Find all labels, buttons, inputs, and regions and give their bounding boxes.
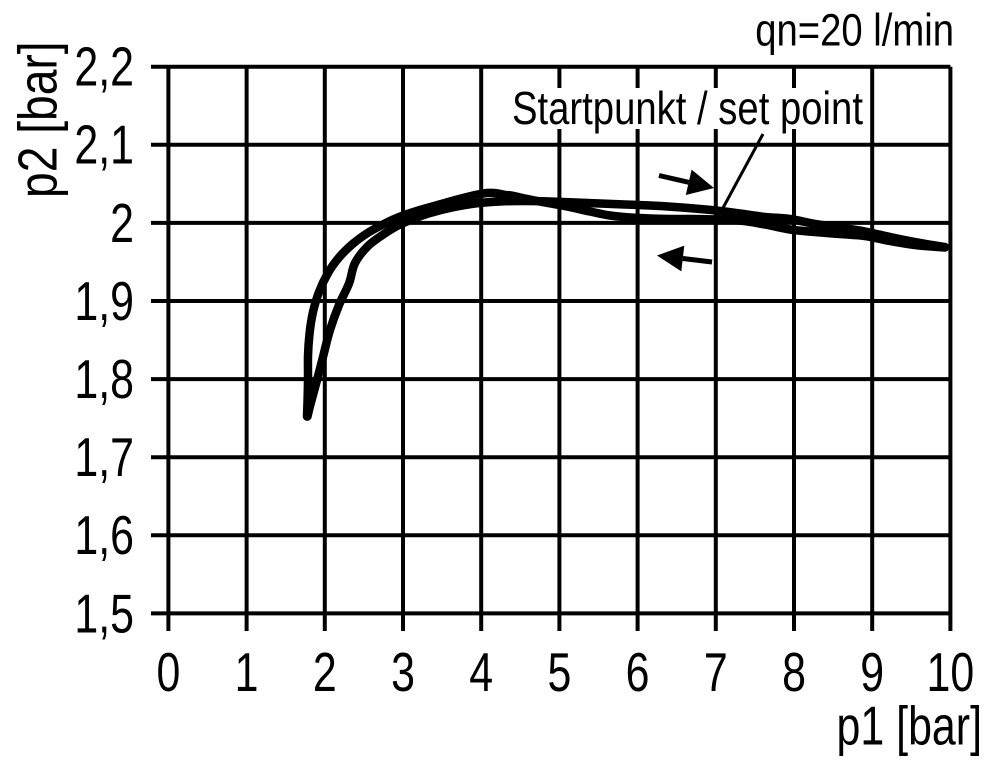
svg-text:Startpunkt / set point: Startpunkt / set point xyxy=(512,83,863,135)
svg-text:2,1: 2,1 xyxy=(74,115,134,176)
svg-text:2,2: 2,2 xyxy=(74,37,134,98)
svg-text:p1 [bar]: p1 [bar] xyxy=(837,695,982,756)
svg-text:9: 9 xyxy=(860,642,884,703)
svg-text:10: 10 xyxy=(927,642,975,703)
svg-text:p2 [bar]: p2 [bar] xyxy=(7,41,69,198)
svg-text:1,8: 1,8 xyxy=(74,349,134,410)
svg-text:2: 2 xyxy=(313,642,337,703)
svg-text:1: 1 xyxy=(235,642,259,703)
svg-text:7: 7 xyxy=(704,642,728,703)
svg-text:3: 3 xyxy=(391,642,415,703)
svg-text:1,5: 1,5 xyxy=(74,583,134,644)
svg-text:1,6: 1,6 xyxy=(74,505,134,566)
svg-text:qn=20 l/min: qn=20 l/min xyxy=(755,5,954,56)
svg-text:6: 6 xyxy=(626,642,650,703)
svg-text:1,9: 1,9 xyxy=(74,271,134,332)
svg-text:4: 4 xyxy=(469,642,493,703)
svg-text:8: 8 xyxy=(782,642,806,703)
svg-text:5: 5 xyxy=(547,642,571,703)
svg-text:1,7: 1,7 xyxy=(74,427,134,488)
svg-text:2: 2 xyxy=(110,193,134,254)
svg-text:0: 0 xyxy=(156,642,180,703)
